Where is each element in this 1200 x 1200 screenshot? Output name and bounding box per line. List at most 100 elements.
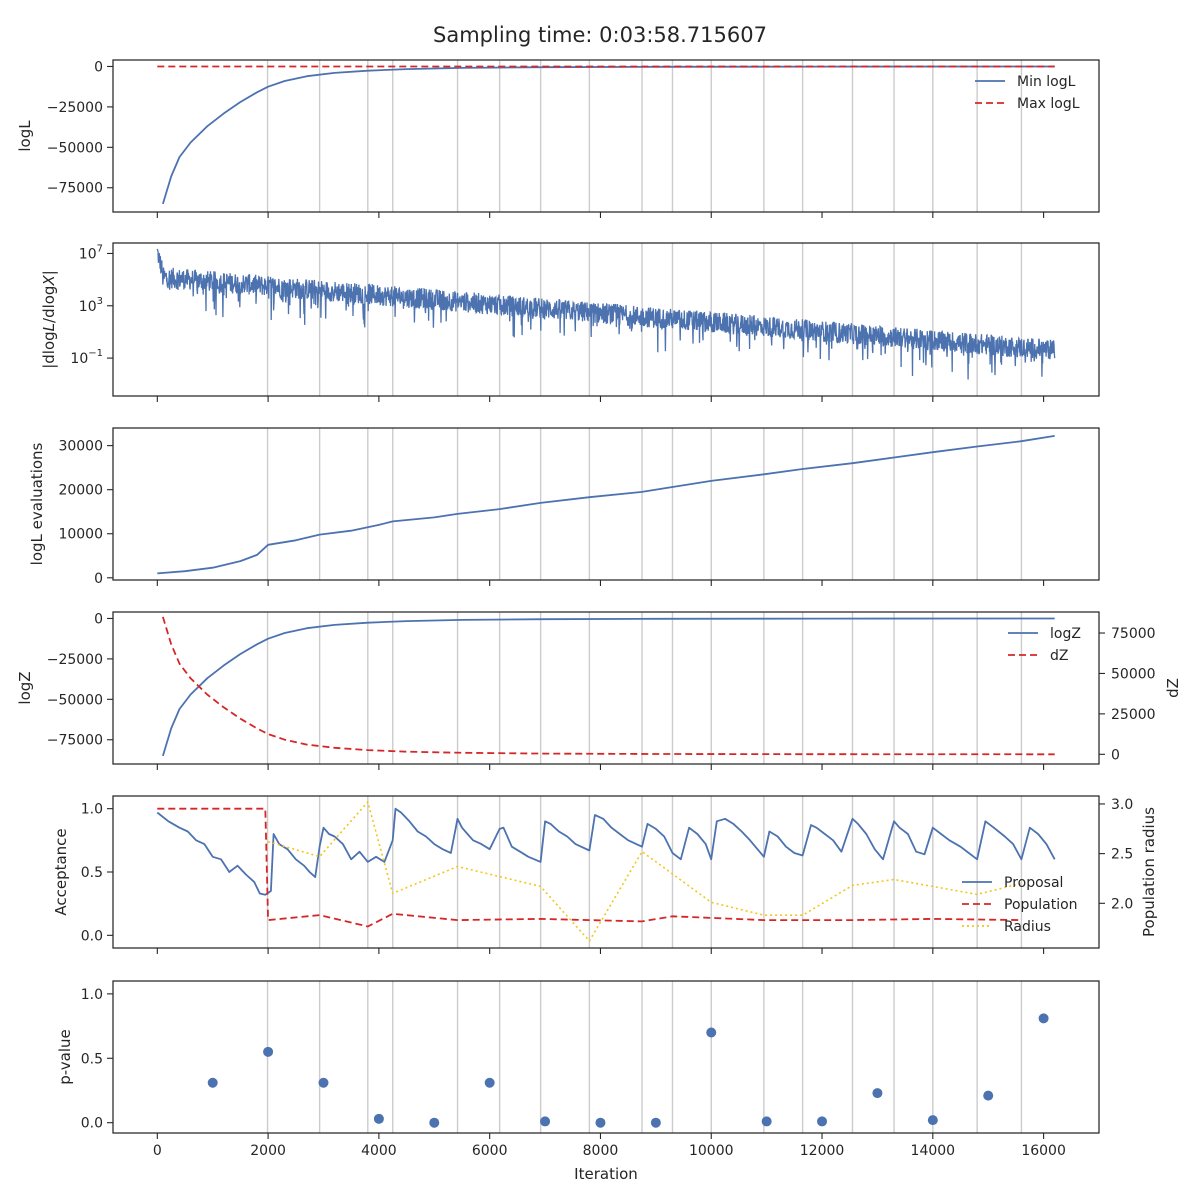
y-tick-label: 0.0	[81, 1116, 103, 1132]
x-tick-label: 14000	[911, 1143, 956, 1159]
y-tick-label: 10−1	[70, 348, 103, 367]
y-right-axis-label: Population radius	[1140, 807, 1158, 937]
y-tick-label: 1.0	[81, 802, 103, 818]
data-point	[540, 1116, 551, 1127]
y-right-tick-label: 50000	[1111, 666, 1156, 682]
y-axis-label: logZ	[16, 671, 34, 704]
x-tick-label: 10000	[689, 1143, 734, 1159]
data-point	[318, 1077, 329, 1088]
data-point	[983, 1090, 994, 1101]
data-point	[1038, 1013, 1049, 1024]
x-tick-label: 2000	[250, 1143, 286, 1159]
legend: Proposal Population Radius	[962, 875, 1078, 935]
y-tick-label: 0.0	[81, 928, 103, 944]
y-right-tick-label: 3.0	[1111, 797, 1133, 813]
panel-frame	[112, 795, 1100, 949]
y-axis-label: logL	[16, 120, 34, 152]
series-group	[156, 248, 1056, 380]
y-tick-label: 30000	[58, 439, 103, 455]
data-point	[706, 1027, 717, 1038]
legend-label: logZ	[1050, 626, 1081, 642]
x-tick-label: 4000	[361, 1143, 397, 1159]
y-axis-label: logL evaluations	[28, 442, 46, 565]
series-group	[162, 616, 1055, 757]
y-tick-label: −25000	[47, 100, 103, 116]
figure-title: Sampling time: 0:03:58.715607	[433, 23, 767, 47]
series-logz	[162, 617, 1055, 757]
panel-4: 0 −25000 −50000 −75000 logZ 0 25000 50000 75000 d…	[16, 611, 1182, 770]
data-point	[263, 1046, 274, 1057]
legend-label: Radius	[1004, 919, 1051, 935]
series-dz	[162, 616, 1055, 756]
y-right-axis-label: dZ	[1164, 678, 1182, 698]
panel-frame	[112, 242, 1100, 397]
legend-label: Min logL	[1017, 74, 1076, 90]
y-right-tick-label: 2.0	[1111, 896, 1133, 912]
y-tick-label: −50000	[47, 692, 103, 708]
panel-frame	[112, 59, 1100, 213]
panel-frame	[112, 427, 1100, 581]
y-axis-label: |dlogL/dlogX|	[40, 270, 58, 369]
y-tick-label: 0	[94, 59, 103, 75]
y-right-tick-label: 2.5	[1111, 847, 1133, 863]
data-point	[595, 1117, 606, 1128]
series-min-logl	[162, 65, 1055, 205]
vertical-markers	[266, 60, 1023, 212]
y-tick-label: 0	[94, 611, 103, 627]
series-group	[156, 801, 1056, 942]
data-point	[817, 1116, 828, 1127]
y-tick-label: 10000	[58, 527, 103, 543]
x-tick-label: 8000	[583, 1143, 619, 1159]
y-axis-label: p-value	[56, 1029, 74, 1085]
panel-frame	[112, 611, 1100, 765]
panel-6: 0 2000 4000 6000 8000 10000 12000 14000 16000 0.0…	[56, 980, 1100, 1159]
panel-2: 107 103 10−1 |dlogL/dlogX|	[40, 242, 1100, 402]
y-tick-label: 0.5	[81, 865, 103, 881]
y-tick-label: −25000	[47, 652, 103, 668]
legend-label: Population	[1004, 897, 1078, 913]
series-2-1	[156, 248, 1056, 380]
y-right-tick-label: 75000	[1111, 626, 1156, 642]
series-population	[157, 807, 1022, 928]
y-axis-label: Acceptance	[52, 828, 70, 915]
series-proposal	[156, 807, 1056, 896]
x-axis-label: Iteration	[574, 1165, 638, 1183]
data-point	[429, 1117, 440, 1128]
vertical-markers	[266, 428, 1023, 580]
y-tick-label: −75000	[47, 181, 103, 197]
legend: logZ dZ	[1008, 626, 1081, 664]
x-tick-label: 16000	[1021, 1143, 1066, 1159]
vertical-markers	[266, 796, 1023, 948]
legend-label: Proposal	[1004, 875, 1063, 891]
legend: Min logL Max logL	[975, 74, 1080, 112]
data-point	[872, 1088, 883, 1099]
y-tick-label: 20000	[58, 483, 103, 499]
data-point	[207, 1077, 218, 1088]
y-tick-label: 0.5	[81, 1051, 103, 1067]
series-group	[157, 435, 1055, 575]
legend-label: dZ	[1050, 648, 1068, 664]
panel-frame	[112, 980, 1100, 1134]
data-point	[373, 1113, 384, 1124]
data-point	[650, 1117, 661, 1128]
y-tick-label: 107	[79, 243, 103, 262]
y-tick-label: −50000	[47, 140, 103, 156]
legend-label: Max logL	[1017, 96, 1080, 112]
vertical-markers	[266, 612, 1023, 764]
y-right-tick-label: 25000	[1111, 707, 1156, 723]
data-point	[927, 1115, 938, 1126]
x-tick-label: 6000	[472, 1143, 508, 1159]
panel-3: 0 10000 20000 30000 logL evaluations	[28, 427, 1100, 587]
series-3-1	[157, 435, 1055, 575]
y-tick-label: 103	[79, 296, 103, 315]
y-right-tick-label: 0	[1111, 747, 1120, 763]
data-point	[761, 1116, 772, 1127]
vertical-markers	[266, 981, 1023, 1133]
y-tick-label: 1.0	[81, 987, 103, 1003]
x-tick-label: 12000	[800, 1143, 845, 1159]
series-group	[157, 65, 1055, 205]
x-tick-label: 0	[153, 1143, 162, 1159]
y-tick-label: 0	[94, 571, 103, 587]
series-group	[207, 1013, 1049, 1128]
